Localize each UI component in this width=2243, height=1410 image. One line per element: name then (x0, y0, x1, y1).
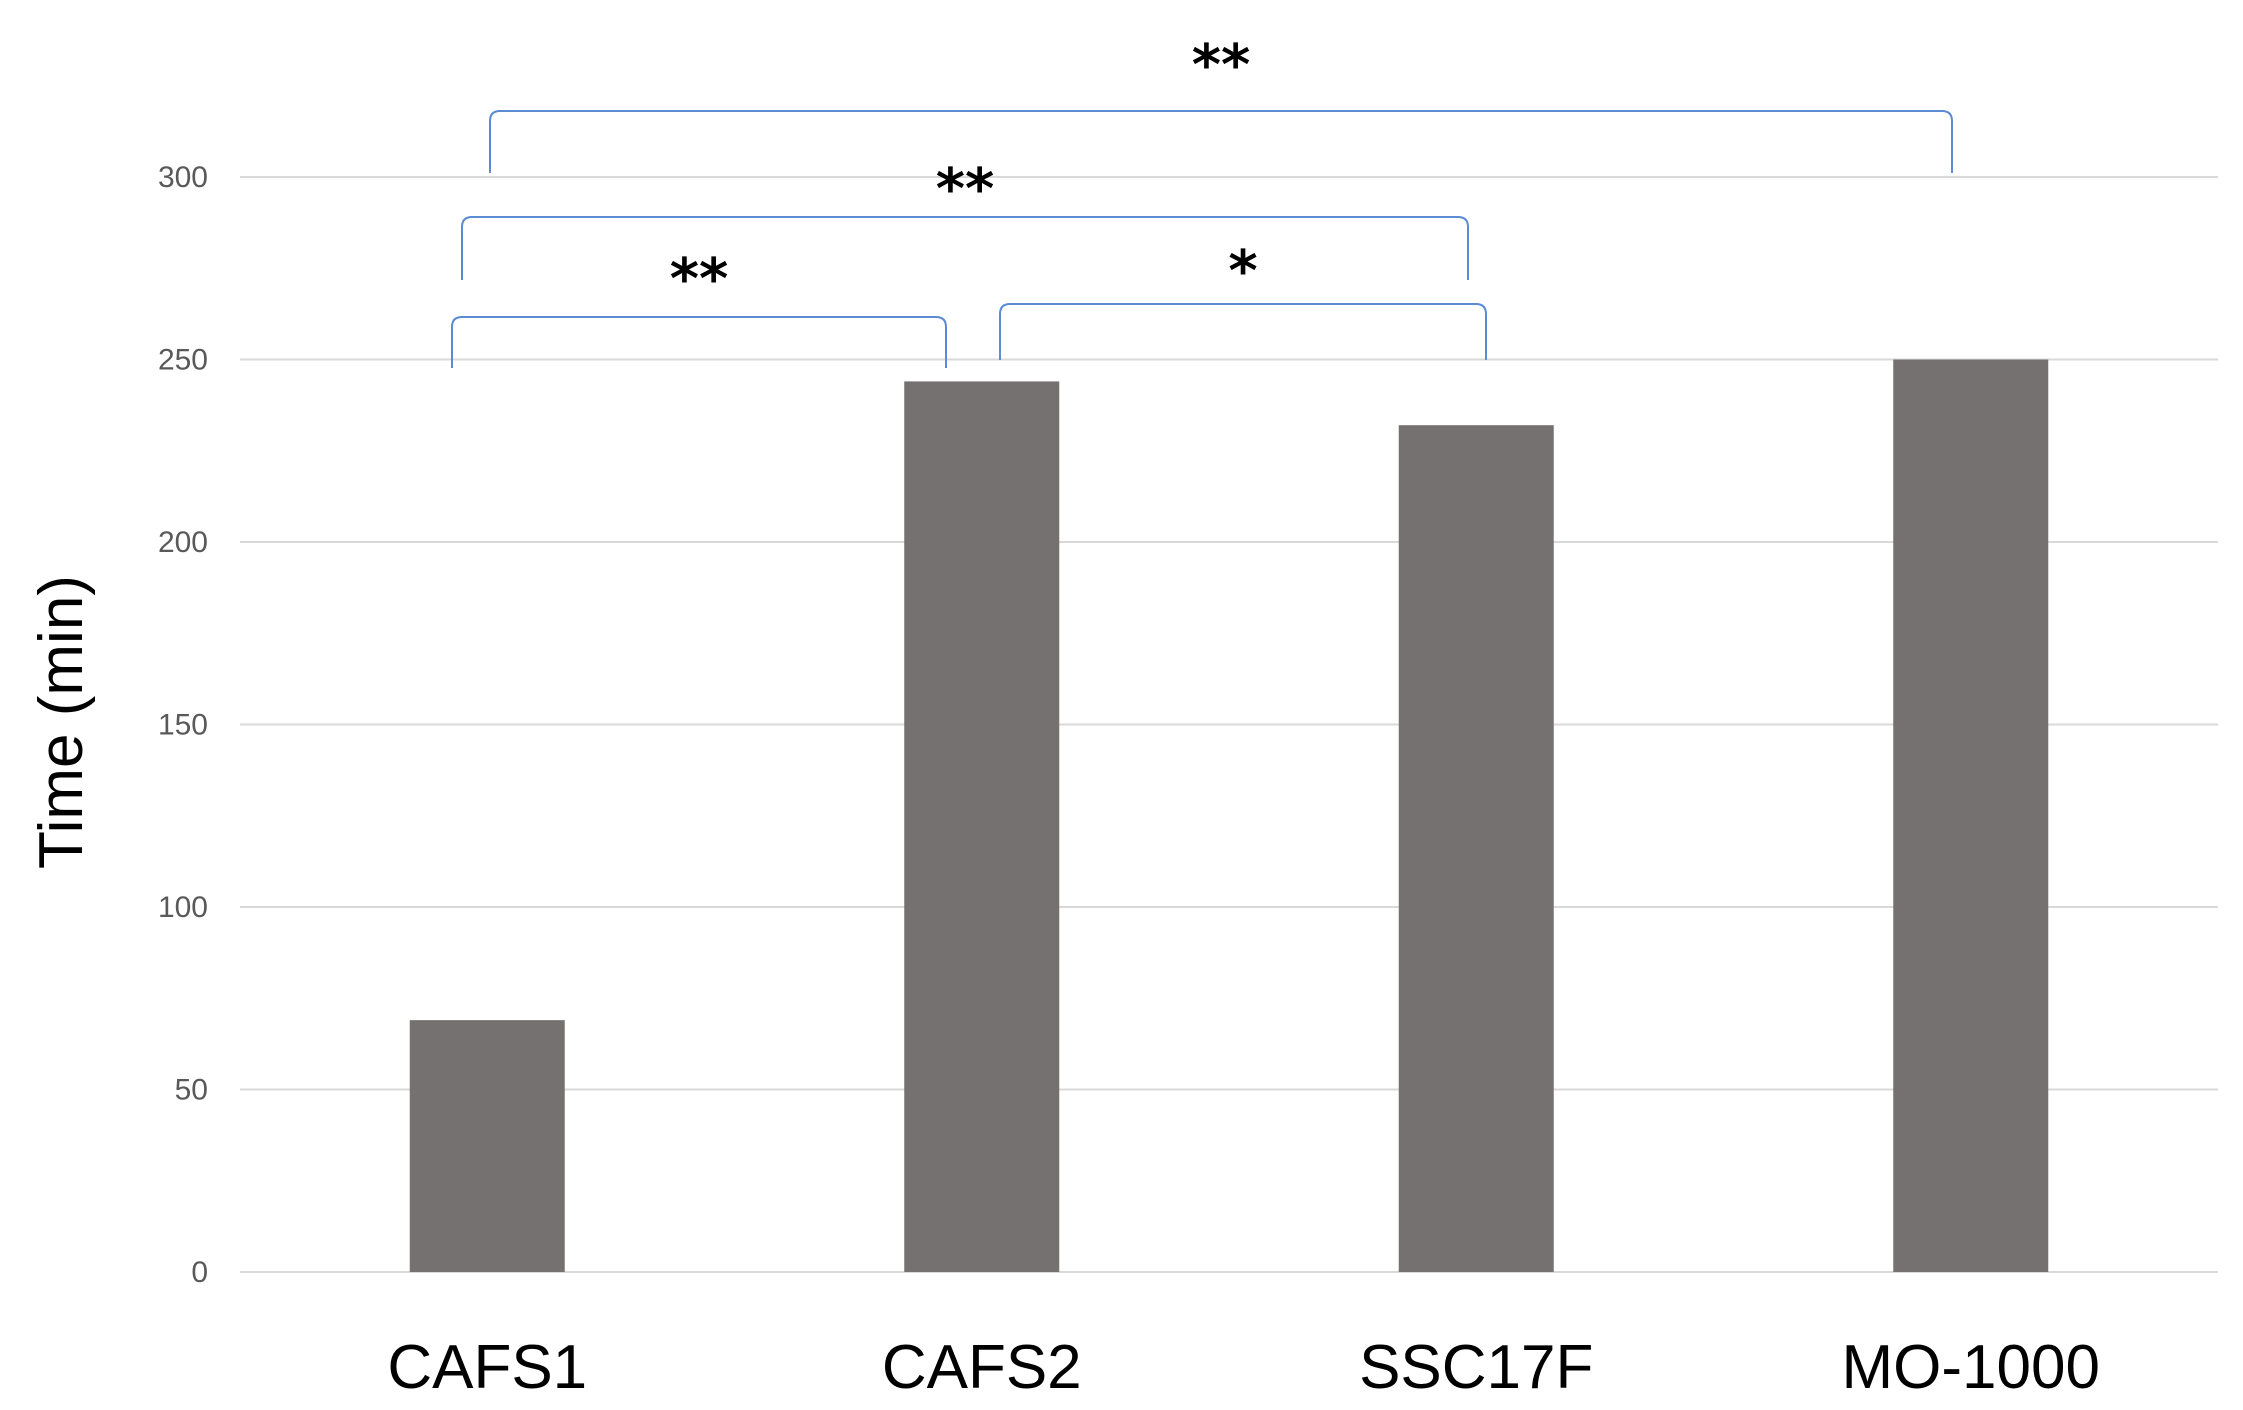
significance-label: * (1228, 239, 1257, 304)
x-tick-label: CAFS2 (882, 1333, 1082, 1402)
x-tick-label: CAFS1 (387, 1333, 587, 1402)
y-tick-labels: 0 50 100 150 200 250 300 (158, 161, 208, 1289)
y-tick-label: 100 (158, 891, 208, 924)
significance-bracket (489, 110, 1953, 173)
x-tick-label: MO-1000 (1842, 1333, 2100, 1402)
significance-label: ** (670, 247, 729, 312)
gridlines (240, 176, 2218, 1273)
y-tick-label: 50 (175, 1074, 208, 1107)
significance-bracket (999, 303, 1487, 360)
bars (409, 359, 2049, 1272)
significance-brackets: ** ***** (451, 33, 1953, 368)
significance-bracket (451, 316, 947, 368)
x-tick-label: SSC17F (1359, 1333, 1593, 1402)
y-tick-label: 0 (191, 1256, 208, 1289)
y-tick-label: 300 (158, 161, 208, 194)
bar-mo-1000 (1893, 359, 2049, 1272)
y-tick-label: 200 (158, 526, 208, 559)
bar-ssc17f (1398, 425, 1554, 1272)
y-tick-label: 150 (158, 709, 208, 742)
y-axis-title: Time (min) (27, 575, 96, 869)
significance-label: ** (1192, 33, 1251, 98)
bar-cafs2 (904, 381, 1060, 1272)
significance-label: ** (936, 157, 995, 222)
bar-cafs1 (409, 1020, 565, 1272)
significance-bracket (461, 216, 1469, 280)
y-tick-label: 250 (158, 344, 208, 377)
x-category-labels: CAFS1 CAFS2 SSC17F MO-1000 (387, 1333, 2100, 1402)
